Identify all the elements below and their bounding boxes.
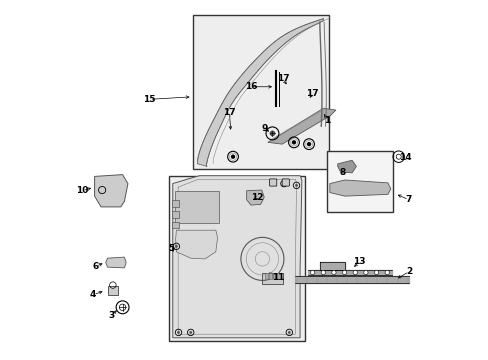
Bar bbox=[192, 15, 328, 169]
Circle shape bbox=[287, 331, 290, 334]
Circle shape bbox=[282, 182, 285, 185]
Polygon shape bbox=[105, 257, 126, 268]
Text: 17: 17 bbox=[276, 75, 288, 84]
Text: 17: 17 bbox=[305, 89, 318, 98]
Circle shape bbox=[342, 270, 346, 275]
Text: 8: 8 bbox=[339, 168, 346, 177]
Polygon shape bbox=[174, 191, 219, 223]
Circle shape bbox=[363, 270, 367, 275]
Text: 14: 14 bbox=[398, 153, 410, 162]
Text: 10: 10 bbox=[76, 186, 88, 195]
Circle shape bbox=[306, 142, 310, 146]
Circle shape bbox=[310, 270, 314, 275]
Text: 15: 15 bbox=[143, 95, 155, 104]
Text: 1: 1 bbox=[323, 116, 329, 125]
Bar bbox=[326, 151, 392, 212]
Text: 16: 16 bbox=[244, 82, 257, 91]
Text: 5: 5 bbox=[167, 244, 174, 253]
FancyBboxPatch shape bbox=[282, 179, 289, 186]
Text: 13: 13 bbox=[352, 257, 365, 266]
Circle shape bbox=[177, 331, 180, 334]
Circle shape bbox=[384, 270, 388, 275]
Polygon shape bbox=[94, 175, 128, 207]
Circle shape bbox=[294, 184, 297, 187]
Text: 4: 4 bbox=[90, 290, 96, 299]
Circle shape bbox=[230, 154, 235, 159]
Polygon shape bbox=[337, 160, 356, 173]
Bar bbox=[273, 273, 276, 279]
Circle shape bbox=[291, 140, 296, 144]
Text: 9: 9 bbox=[261, 123, 267, 132]
Bar bbox=[261, 273, 283, 284]
Circle shape bbox=[331, 270, 335, 275]
FancyBboxPatch shape bbox=[269, 179, 276, 186]
Polygon shape bbox=[329, 180, 390, 196]
Bar bbox=[172, 211, 179, 218]
Polygon shape bbox=[197, 19, 323, 166]
Circle shape bbox=[175, 245, 178, 248]
Bar bbox=[169, 176, 305, 341]
Bar bbox=[107, 286, 118, 295]
Polygon shape bbox=[172, 176, 301, 338]
Polygon shape bbox=[175, 230, 217, 259]
Bar bbox=[172, 222, 179, 228]
Circle shape bbox=[352, 270, 357, 275]
Text: 7: 7 bbox=[405, 195, 411, 204]
Bar bbox=[172, 201, 179, 207]
Text: 2: 2 bbox=[406, 267, 412, 276]
Bar bbox=[264, 273, 267, 279]
Circle shape bbox=[374, 270, 378, 275]
Polygon shape bbox=[267, 108, 335, 144]
Text: 11: 11 bbox=[271, 273, 284, 282]
Text: 12: 12 bbox=[250, 193, 263, 202]
Text: 6: 6 bbox=[93, 262, 99, 271]
Text: 3: 3 bbox=[108, 311, 114, 320]
Circle shape bbox=[189, 331, 192, 334]
Text: 17: 17 bbox=[223, 108, 235, 117]
Bar bbox=[277, 273, 280, 279]
Circle shape bbox=[269, 131, 275, 136]
Bar bbox=[268, 273, 271, 279]
Circle shape bbox=[321, 270, 325, 275]
Polygon shape bbox=[246, 190, 264, 205]
